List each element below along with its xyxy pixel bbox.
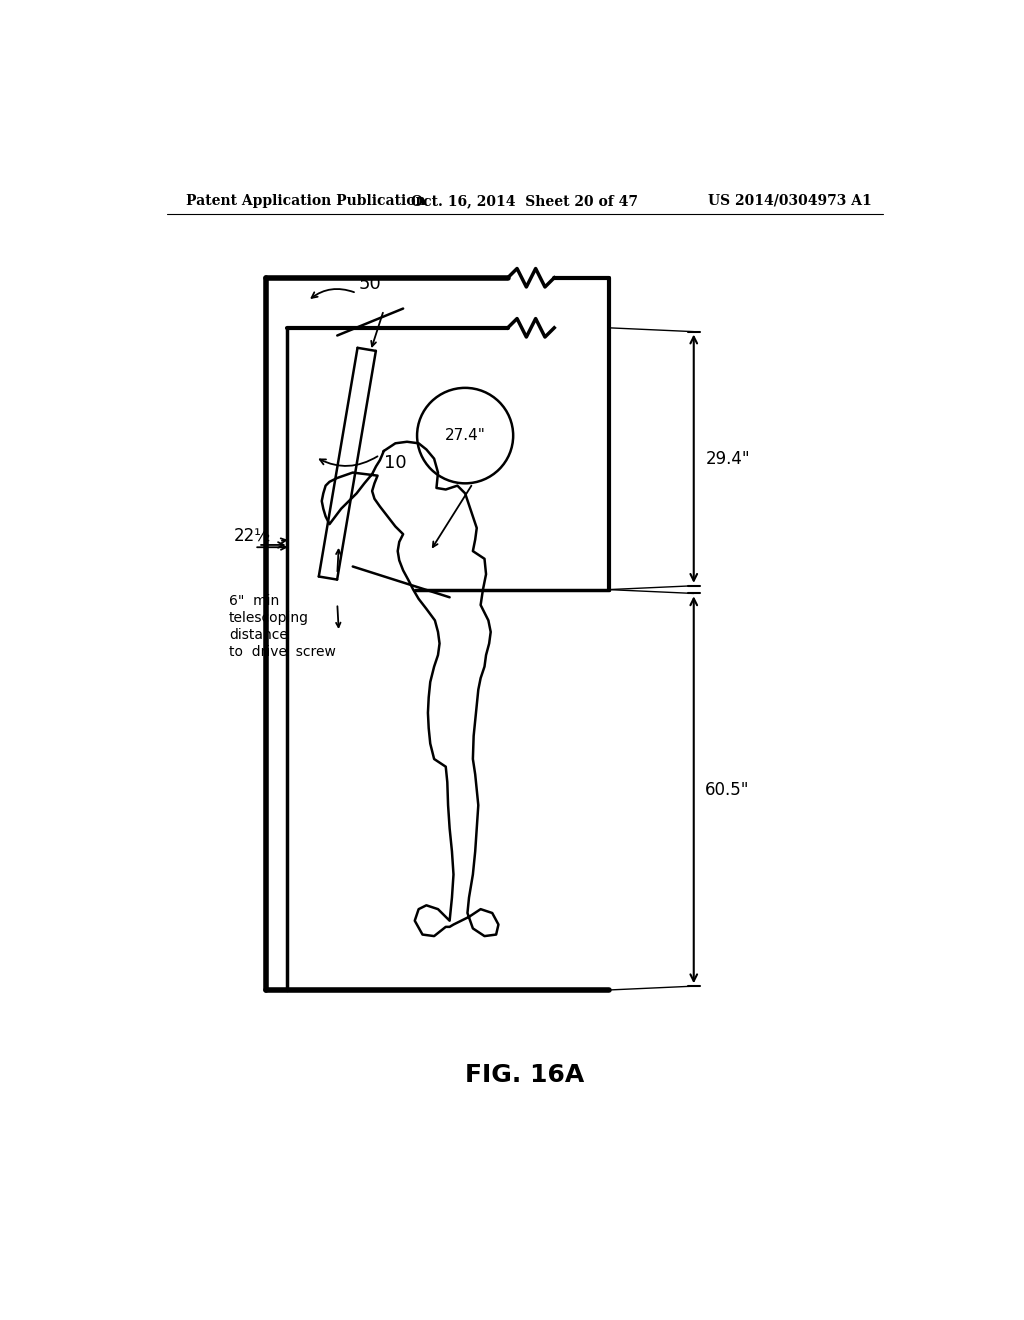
Text: FIG. 16A: FIG. 16A xyxy=(465,1063,585,1086)
Text: US 2014/0304973 A1: US 2014/0304973 A1 xyxy=(709,194,872,207)
Text: 29.4": 29.4" xyxy=(706,450,750,467)
Text: 60.5": 60.5" xyxy=(706,781,750,799)
Text: to  drive  screw: to drive screw xyxy=(228,645,336,659)
Text: distance: distance xyxy=(228,628,288,642)
Text: 27.4": 27.4" xyxy=(444,428,485,444)
Text: 6"  min: 6" min xyxy=(228,594,279,609)
Text: 50: 50 xyxy=(359,275,382,293)
Text: 10: 10 xyxy=(384,454,407,471)
Text: 22½: 22½ xyxy=(234,527,271,545)
Text: Oct. 16, 2014  Sheet 20 of 47: Oct. 16, 2014 Sheet 20 of 47 xyxy=(412,194,638,207)
Text: telescoping: telescoping xyxy=(228,611,309,626)
Text: Patent Application Publication: Patent Application Publication xyxy=(186,194,426,207)
